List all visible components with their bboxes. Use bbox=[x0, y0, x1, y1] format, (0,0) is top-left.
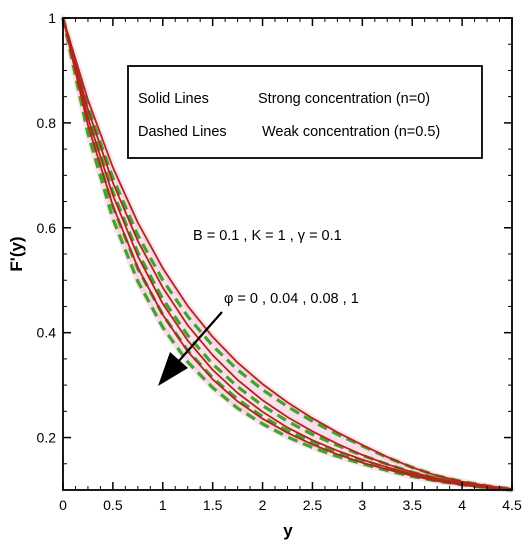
phi-annotation: φ = 0 , 0.04 , 0.08 , 1 bbox=[224, 291, 359, 307]
y-tick-label: 0.4 bbox=[37, 325, 57, 341]
x-tick-label: 4.5 bbox=[502, 497, 522, 513]
series-layer bbox=[61, 17, 513, 492]
x-tick-label: 2 bbox=[259, 497, 267, 513]
legend-solid-label: Strong concentration (n=0) bbox=[258, 91, 430, 107]
legend-dashed-style: Dashed Lines bbox=[138, 124, 227, 140]
legend-dashed-label: Weak concentration (n=0.5) bbox=[262, 124, 440, 140]
dashed-series-line-6 bbox=[61, 17, 513, 492]
x-tick-label: 3 bbox=[358, 497, 366, 513]
x-tick-label: 3.5 bbox=[402, 497, 422, 513]
x-tick-label: 0.5 bbox=[103, 497, 123, 513]
solid-series-line-4 bbox=[62, 17, 513, 491]
x-tick-label: 1 bbox=[159, 497, 167, 513]
tick-layer: 0 0.5 1 1.5 2 2.5 3 3.5 4 4.5 0.2 0.4 0.6 0.8 1 bbox=[37, 10, 522, 513]
legend: Solid Lines Strong concentration (n=0) D… bbox=[127, 65, 483, 159]
x-tick-label: 0 bbox=[59, 497, 67, 513]
legend-box bbox=[127, 65, 483, 159]
solid-series-line-3 bbox=[62, 17, 513, 491]
y-tick-label: 1 bbox=[48, 10, 56, 26]
x-axis-title: y bbox=[283, 521, 293, 540]
solid-series-line-1 bbox=[62, 17, 513, 490]
params-annotation: B = 0.1 , K = 1 , γ = 0.1 bbox=[193, 228, 342, 244]
x-tick-label: 2.5 bbox=[303, 497, 323, 513]
solid-series-line-2 bbox=[62, 17, 513, 491]
legend-solid-style: Solid Lines bbox=[138, 91, 209, 107]
y-tick-label: 0.2 bbox=[37, 430, 57, 446]
x-tick-label: 4 bbox=[458, 497, 466, 513]
direction-arrow bbox=[158, 311, 223, 386]
y-tick-label: 0.6 bbox=[37, 220, 57, 236]
dashed-series-line-8 bbox=[61, 17, 513, 492]
arrow-head bbox=[158, 352, 188, 386]
y-tick-label: 0.8 bbox=[37, 115, 57, 131]
x-tick-label: 1.5 bbox=[203, 497, 223, 513]
y-axis-title: F'(y) bbox=[7, 236, 26, 271]
arrow-shaft bbox=[177, 311, 223, 363]
